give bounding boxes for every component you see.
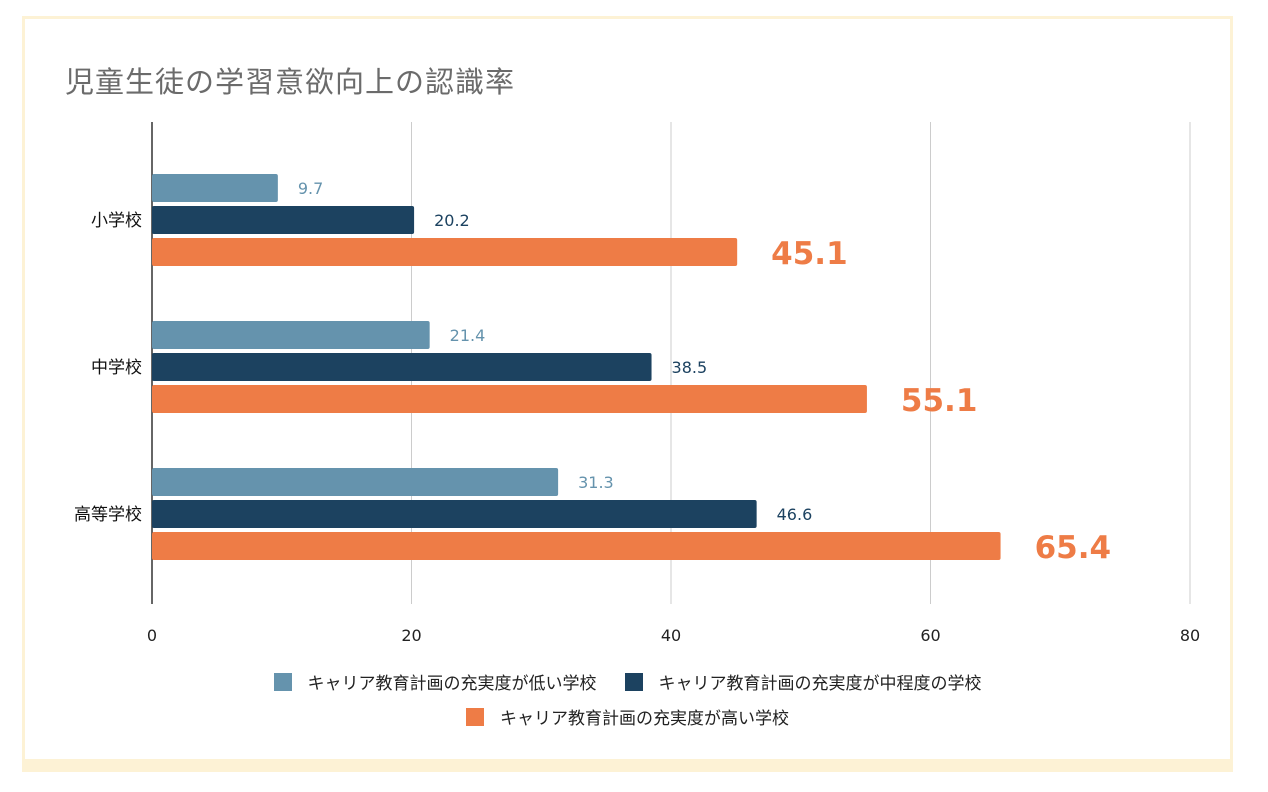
data-label-s0-c0: 9.7 (298, 179, 323, 198)
data-label-s2-c0: 45.1 (771, 236, 848, 272)
bar-s0-c1 (152, 321, 430, 349)
legend-item-high: キャリア教育計画の充実度が高い学校 (466, 704, 789, 729)
category-label-0: 小学校 (91, 211, 142, 231)
bar-s0-c2 (152, 468, 559, 496)
category-label-1: 中学校 (91, 358, 142, 378)
bar-s1-c2 (152, 500, 757, 528)
category-label-2: 高等学校 (74, 505, 142, 525)
x-tick-label-40: 40 (661, 626, 681, 645)
x-tick-label-80: 80 (1180, 626, 1200, 645)
bar-s0-c0 (152, 174, 278, 202)
legend-swatch-high (466, 707, 484, 726)
bar-chart: 0 20 40 60 80 小学校 9.7 20.2 45.1 中学校 21.4 38.5 55.1 高等… (74, 122, 1200, 645)
bar-s2-c2 (152, 532, 1001, 560)
legend-item-mid: キャリア教育計画の充実度が中程度の学校 (624, 669, 982, 694)
legend-label-high: キャリア教育計画の充実度が高い学校 (500, 709, 789, 729)
x-tick-label-20: 20 (401, 626, 421, 645)
data-label-s1-c2: 46.6 (777, 505, 813, 524)
data-label-s0-c2: 31.3 (578, 473, 614, 492)
x-tick-label-60: 60 (920, 626, 940, 645)
data-label-s1-c1: 38.5 (672, 358, 708, 377)
chart-card: 児童生徒の学習意欲向上の認識率 0 20 40 60 80 小学校 9.7 20.2 45.1 中… (25, 19, 1230, 759)
data-label-s1-c0: 20.2 (434, 211, 470, 230)
bar-s2-c1 (152, 385, 867, 413)
legend-item-low: キャリア教育計画の充実度が低い学校 (273, 669, 597, 694)
bar-s1-c1 (152, 353, 652, 381)
legend-swatch-mid (624, 672, 643, 691)
legend-swatch-low (273, 672, 292, 691)
data-label-s0-c1: 21.4 (450, 326, 486, 345)
legend-row-1: キャリア教育計画の充実度が低い学校 キャリア教育計画の充実度が中程度の学校 (25, 669, 1230, 694)
legend-label-mid: キャリア教育計画の充実度が中程度の学校 (658, 674, 982, 694)
data-label-s2-c1: 55.1 (901, 383, 978, 419)
data-label-s2-c2: 65.4 (1035, 530, 1112, 566)
x-tick-label-0: 0 (147, 626, 157, 645)
chart-frame: 児童生徒の学習意欲向上の認識率 0 20 40 60 80 小学校 9.7 20.2 45.1 中… (22, 16, 1233, 772)
legend-label-low: キャリア教育計画の充実度が低い学校 (307, 674, 597, 694)
bar-s2-c0 (152, 238, 738, 266)
chart-title: 児童生徒の学習意欲向上の認識率 (65, 65, 516, 99)
legend-row-2: キャリア教育計画の充実度が高い学校 (25, 704, 1230, 729)
bar-s1-c0 (152, 206, 415, 234)
